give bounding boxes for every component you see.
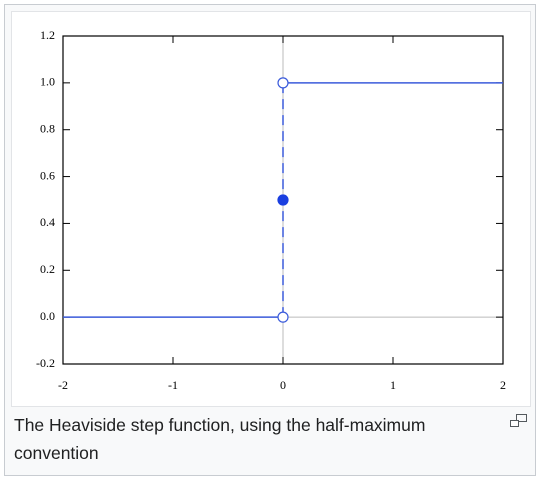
y-tick-label: 0.6 bbox=[40, 168, 55, 182]
x-tick-label: -2 bbox=[58, 378, 68, 392]
plot-frame bbox=[62, 35, 504, 365]
x-tick-label: 1 bbox=[390, 378, 396, 392]
y-tick-label: 0.0 bbox=[40, 309, 55, 323]
y-tick-label: 1.0 bbox=[40, 75, 55, 89]
open-point bbox=[277, 77, 289, 89]
y-tick-label: -0.2 bbox=[36, 356, 55, 370]
chart: -2 -1 0 1 2 -0.2 0.0 0.2 0.4 0.6 0.8 1.0 1.2 bbox=[36, 28, 506, 392]
y-tick-label: 0.2 bbox=[40, 262, 55, 276]
filled-point bbox=[277, 194, 289, 206]
x-tick-label: 0 bbox=[280, 378, 286, 392]
caption: The Heaviside step function, using the h… bbox=[14, 415, 426, 463]
y-tick-label: 1.2 bbox=[40, 28, 55, 42]
enlarge-icon[interactable] bbox=[509, 413, 529, 429]
x-tick-label: 2 bbox=[500, 378, 506, 392]
figure: -2 -1 0 1 2 -0.2 0.0 0.2 0.4 0.6 0.8 1.0 1.2 The Hea… bbox=[4, 4, 536, 476]
y-tick-label: 0.4 bbox=[40, 215, 55, 229]
figure-image: -2 -1 0 1 2 -0.2 0.0 0.2 0.4 0.6 0.8 1.0 1.2 bbox=[11, 11, 531, 407]
open-point bbox=[277, 311, 289, 323]
x-tick-label: -1 bbox=[168, 378, 178, 392]
y-tick-label: 0.8 bbox=[40, 121, 55, 135]
